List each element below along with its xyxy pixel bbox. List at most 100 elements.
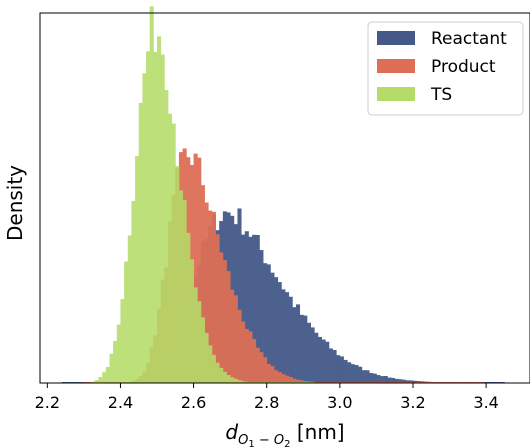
x-axis-ticks: 2.2 2.4 2.6 2.8 3.0 3.2 3.4: [35, 383, 499, 412]
histogram-bar: [259, 250, 264, 383]
x-axis-title: dO1 − O2 [nm]: [225, 420, 344, 447]
histogram-bar: [241, 381, 246, 383]
x-tick-label: 3.4: [473, 393, 498, 412]
histogram-bar: [412, 380, 418, 383]
histogram-bar: [383, 375, 388, 383]
histogram-bar: [241, 321, 246, 383]
legend: Reactant Product TS: [367, 21, 524, 116]
x-tick-label: 2.6: [181, 393, 206, 412]
legend-label-product: Product: [431, 57, 496, 77]
histogram-bar: [336, 355, 341, 383]
histogram-bar: [215, 234, 220, 383]
x-tick-label: 2.8: [254, 393, 279, 412]
histogram-bar: [237, 380, 242, 383]
histogram-bar: [116, 324, 121, 383]
histogram-bar: [135, 156, 140, 383]
histogram-bar: [354, 365, 359, 383]
histogram-bar: [219, 252, 224, 383]
histogram-bar: [208, 210, 213, 383]
histogram-bar: [149, 6, 154, 384]
histogram-bar: [248, 331, 253, 383]
histogram-bars: [61, 6, 505, 384]
histogram-bar: [299, 380, 304, 383]
histogram-bar: [222, 260, 227, 383]
histogram-bar: [175, 166, 180, 383]
histogram-bar: [361, 370, 366, 383]
histogram-bar: [376, 375, 381, 383]
x-axis-title-sub2: O: [274, 433, 284, 447]
histogram-bar: [230, 377, 235, 383]
histogram-bar: [109, 353, 114, 383]
histogram-bar: [208, 345, 213, 383]
histogram-bar: [281, 289, 286, 383]
x-tick-label: 2.2: [35, 393, 60, 412]
histogram-bar: [255, 347, 260, 383]
legend-swatch-reactant: [377, 31, 415, 45]
histogram-bar: [120, 299, 125, 383]
histogram-bar: [270, 366, 275, 383]
histogram-bar: [153, 51, 158, 384]
x-axis-title-sep: −: [255, 433, 274, 447]
histogram-bar: [124, 261, 129, 383]
histogram-bar: [142, 73, 147, 383]
histogram-bar: [160, 54, 165, 384]
histogram-bar: [164, 89, 169, 384]
histogram-bar: [113, 340, 118, 383]
histogram-bar: [171, 123, 176, 383]
histogram-bar: [391, 377, 396, 383]
histogram-bar: [295, 379, 301, 383]
histogram-bar: [314, 332, 319, 383]
histogram-bar: [303, 381, 308, 383]
histogram-bar: [292, 307, 297, 383]
histogram-bar: [266, 363, 271, 383]
histogram-bar: [222, 371, 227, 383]
histogram-bar: [288, 376, 293, 383]
y-axis-title: Density: [3, 165, 27, 241]
histogram-bar: [299, 314, 304, 383]
histogram-bar: [193, 153, 198, 383]
histogram-bar: [369, 372, 374, 383]
histogram-bar: [204, 202, 209, 383]
histogram-bar: [380, 376, 385, 383]
histogram-bar: [285, 292, 290, 383]
histogram-bar: [244, 381, 249, 383]
histogram-bar: [285, 375, 290, 383]
histogram-bar: [306, 322, 311, 383]
x-axis-title-sub: O: [238, 433, 248, 447]
plot-frame: [39, 12, 530, 384]
histogram-bar: [277, 372, 282, 383]
histogram-bar: [295, 304, 301, 383]
x-axis-title-sub1: 1: [248, 439, 254, 447]
histogram-bar: [259, 352, 264, 383]
x-axis-title-main: d: [225, 420, 238, 444]
histogram-bar: [200, 185, 205, 383]
histogram-bar: [230, 289, 235, 383]
histogram-bar: [365, 370, 370, 383]
histogram-bar: [200, 317, 205, 383]
histogram-bar: [263, 357, 268, 383]
histogram-bar: [131, 200, 136, 383]
histogram-bar: [197, 301, 202, 383]
histogram-bar: [157, 36, 162, 383]
histogram-bar: [252, 338, 257, 383]
histogram-bar: [94, 380, 99, 383]
histogram-bar: [317, 336, 322, 383]
x-axis-title-unit: [nm]: [290, 420, 344, 444]
histogram-bar: [321, 339, 326, 383]
histogram-bar: [350, 364, 355, 383]
histogram-bar: [178, 190, 184, 383]
histogram-bar: [248, 236, 253, 383]
legend-swatch-ts: [377, 87, 415, 101]
legend-label-reactant: Reactant: [431, 29, 507, 49]
histogram-bar: [226, 271, 231, 383]
histogram-bar: [343, 359, 348, 383]
histogram-bar: [244, 328, 249, 383]
histogram-bar: [288, 296, 293, 383]
histogram-bar: [266, 264, 271, 383]
histogram-bar: [233, 295, 238, 383]
histogram-bar: [182, 200, 187, 383]
histogram-bar: [332, 349, 337, 383]
histogram-bar: [402, 379, 407, 383]
legend-swatch-product: [377, 59, 415, 73]
histogram-bar: [226, 374, 231, 383]
